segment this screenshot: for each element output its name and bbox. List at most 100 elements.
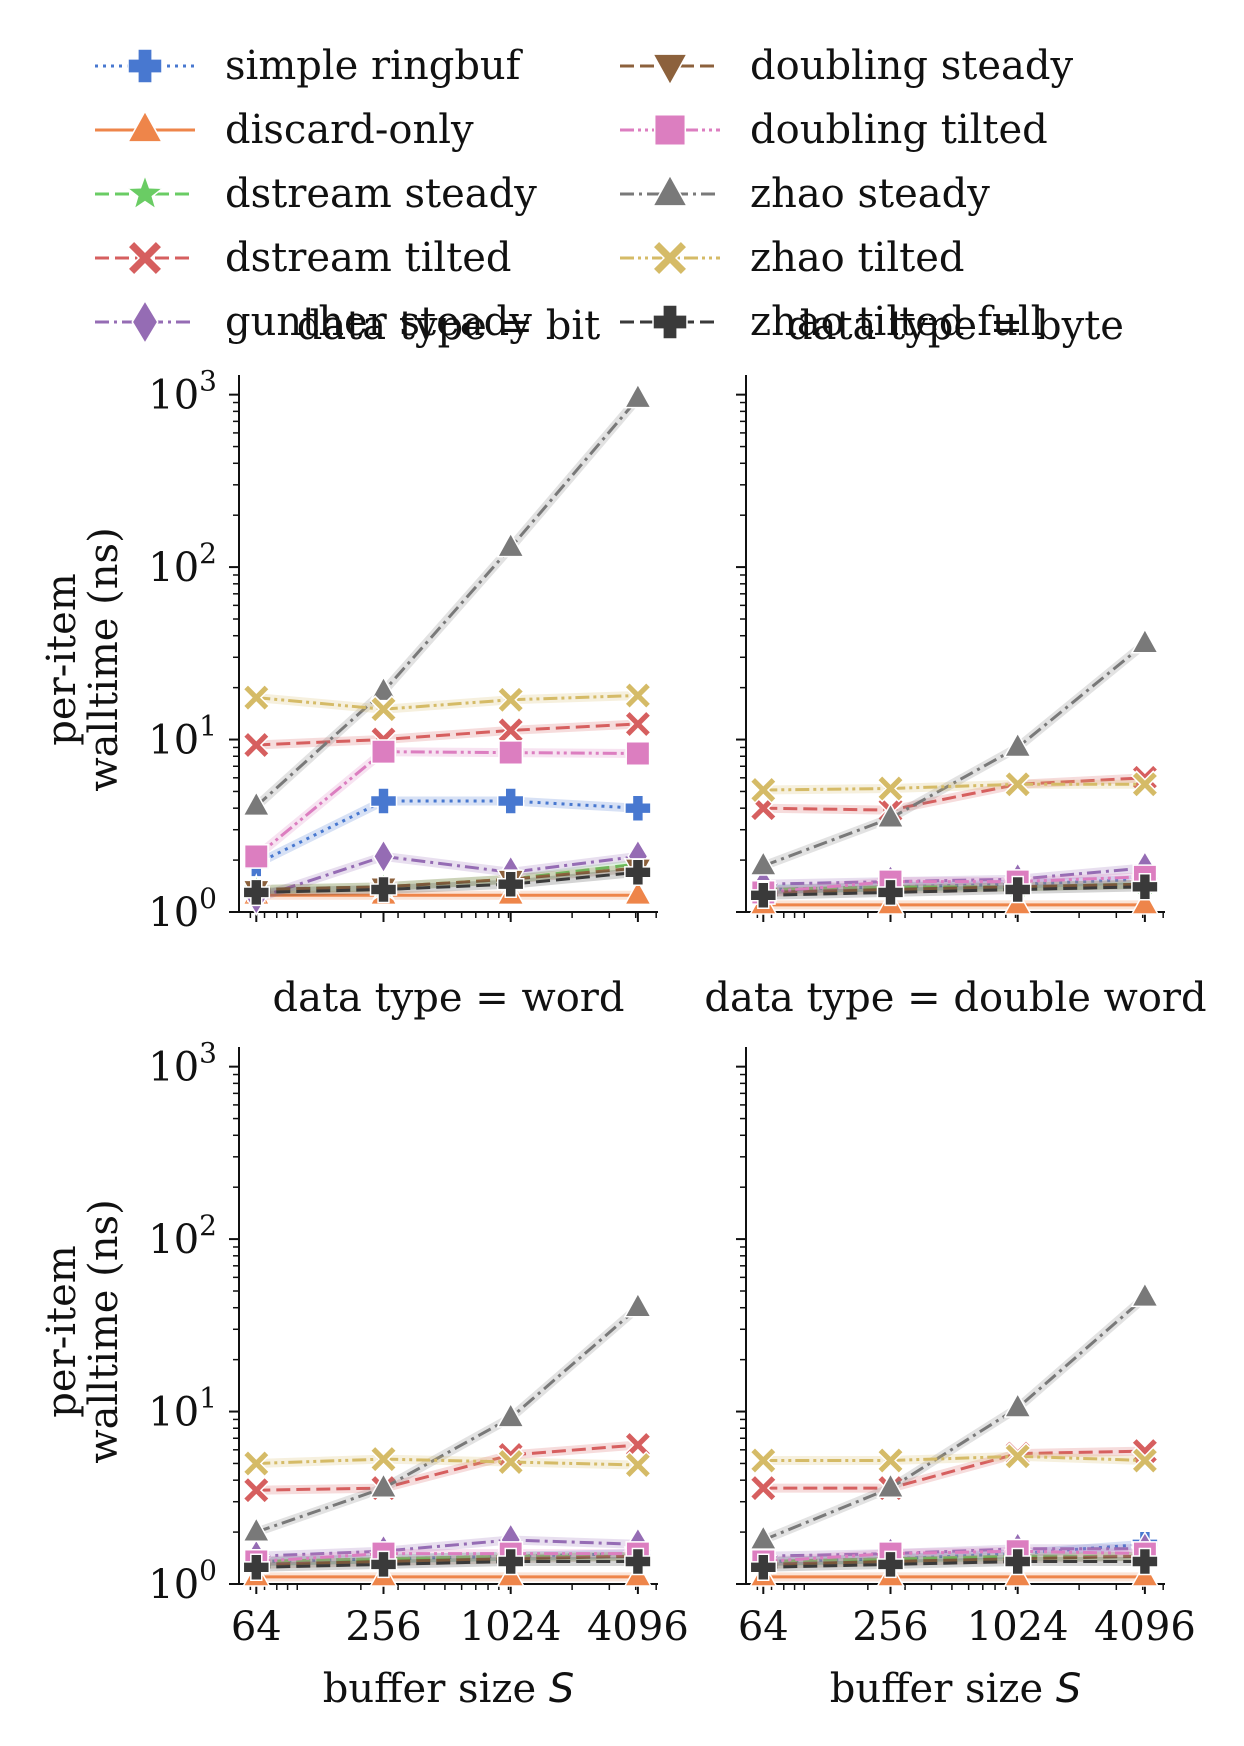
data-point xyxy=(372,838,395,875)
data-point xyxy=(498,740,524,766)
series-line xyxy=(255,750,638,858)
data-point xyxy=(749,1446,778,1475)
legend-item-doubling-tilted: doubling tilted xyxy=(620,107,1048,153)
data-point xyxy=(1130,1446,1159,1475)
legend-label: doubling tilted xyxy=(750,107,1048,153)
series-line xyxy=(256,870,639,894)
legend-item-gunther-steady: gunther steady xyxy=(95,299,532,345)
series-line xyxy=(256,1538,638,1558)
series-line xyxy=(763,1560,1145,1569)
data-point xyxy=(625,741,651,766)
x-tick-label: 1024 xyxy=(967,1604,1069,1650)
legend-label: simple ringbuf xyxy=(225,43,524,89)
data-point xyxy=(242,730,271,760)
y-ticks xyxy=(736,1065,746,1585)
panel-title: data type = byte xyxy=(787,303,1124,349)
plot-area xyxy=(747,627,1161,915)
data-point xyxy=(496,1447,525,1477)
x-axis-label: buffer size S xyxy=(830,1666,1081,1712)
series-line xyxy=(256,1554,638,1563)
series-zhao-steady xyxy=(749,627,1160,876)
data-point xyxy=(1130,770,1159,799)
data-point xyxy=(1003,731,1032,758)
data-point xyxy=(1003,1392,1032,1418)
series-discard-only xyxy=(749,1561,1160,1587)
data-point xyxy=(623,1291,653,1318)
y-tick-label: 100 xyxy=(148,1554,217,1608)
legend-label: gunther steady xyxy=(225,299,532,345)
data-point xyxy=(876,802,905,829)
legend-label: dstream tilted xyxy=(225,235,512,281)
y-axis-label: per-itemwalltime (ns) xyxy=(39,527,127,791)
series-line xyxy=(255,397,640,808)
legend-label: doubling steady xyxy=(750,43,1073,89)
series-band xyxy=(256,1549,638,1566)
series-zhao-tilted-full xyxy=(242,1547,652,1582)
data-point xyxy=(242,1553,271,1582)
series-line xyxy=(762,1296,1146,1542)
x-tick-label: 1024 xyxy=(460,1604,562,1650)
series-band xyxy=(256,1454,639,1470)
legend-marker xyxy=(651,53,689,87)
legend-marker xyxy=(653,113,687,147)
legend-item-simple-ringbuf: simple ringbuf xyxy=(95,43,524,89)
series-line xyxy=(256,1560,638,1569)
series-line xyxy=(763,1554,1145,1566)
series-line xyxy=(256,1443,639,1492)
series-zhao-tilted-full xyxy=(749,873,1159,910)
series-line xyxy=(763,866,1146,886)
legend-item-zhao-tilted: zhao tilted xyxy=(620,235,965,281)
y-tick-label: 100 xyxy=(148,882,217,936)
series-doubling-tilted xyxy=(243,739,651,869)
data-point xyxy=(749,1524,778,1550)
x-ticks: 64 256 1024 4096 xyxy=(231,1584,689,1650)
data-point xyxy=(749,1474,778,1503)
data-point xyxy=(369,695,398,724)
y-tick-label: 101 xyxy=(148,710,217,764)
series-line xyxy=(763,882,1145,894)
y-tick-label: 103 xyxy=(148,365,217,419)
data-point xyxy=(369,875,398,904)
panel-data-type-byte: data type = byte xyxy=(736,303,1165,922)
y-axis-label: per-itemwalltime (ns) xyxy=(39,1199,127,1463)
data-point xyxy=(749,850,778,876)
legend-marker xyxy=(651,239,689,277)
legend-marker xyxy=(651,173,689,207)
series-band xyxy=(254,796,639,868)
series-band xyxy=(763,1451,1146,1465)
panel-data-type-double-word: data type = double word 64 256 1024 4096 buff… xyxy=(704,975,1206,1712)
data-point xyxy=(369,1550,398,1579)
series-zhao-tilted-full xyxy=(242,858,652,907)
legend-item-dstream-steady: dstream steady xyxy=(95,171,537,217)
data-point xyxy=(623,879,653,906)
series-line xyxy=(763,885,1145,897)
legend-label: zhao steady xyxy=(750,171,990,217)
data-point xyxy=(749,881,778,910)
data-point xyxy=(496,1547,525,1576)
legend-item-zhao-steady: zhao steady xyxy=(620,171,990,217)
series-line xyxy=(255,1306,639,1534)
panel-data-type-bit: data type = bit 100 101 102 103 per-itemwallt… xyxy=(39,303,658,936)
data-point xyxy=(1130,627,1160,654)
data-point xyxy=(369,1445,398,1474)
series-band xyxy=(761,1293,1148,1545)
data-point xyxy=(876,1472,905,1498)
series-zhao-steady xyxy=(242,382,653,817)
x-tick-label: 256 xyxy=(852,1604,928,1650)
series-zhao-tilted-full xyxy=(749,1547,1159,1582)
data-point xyxy=(624,1547,652,1576)
x-axis-label: buffer size S xyxy=(323,1666,574,1712)
series-line xyxy=(255,854,639,900)
data-point xyxy=(496,1401,525,1428)
data-point xyxy=(242,878,271,907)
legend-marker xyxy=(126,239,164,277)
legend-marker xyxy=(125,173,165,211)
x-ticks xyxy=(756,912,1164,922)
data-point xyxy=(1003,875,1032,904)
legend: simple ringbuf discard-only dstream steady… xyxy=(95,43,1073,345)
series-line xyxy=(763,1554,1145,1563)
data-point xyxy=(496,685,525,714)
x-tick-label: 64 xyxy=(231,1604,282,1650)
panel-title: data type = bit xyxy=(297,303,600,349)
data-point xyxy=(369,787,398,815)
